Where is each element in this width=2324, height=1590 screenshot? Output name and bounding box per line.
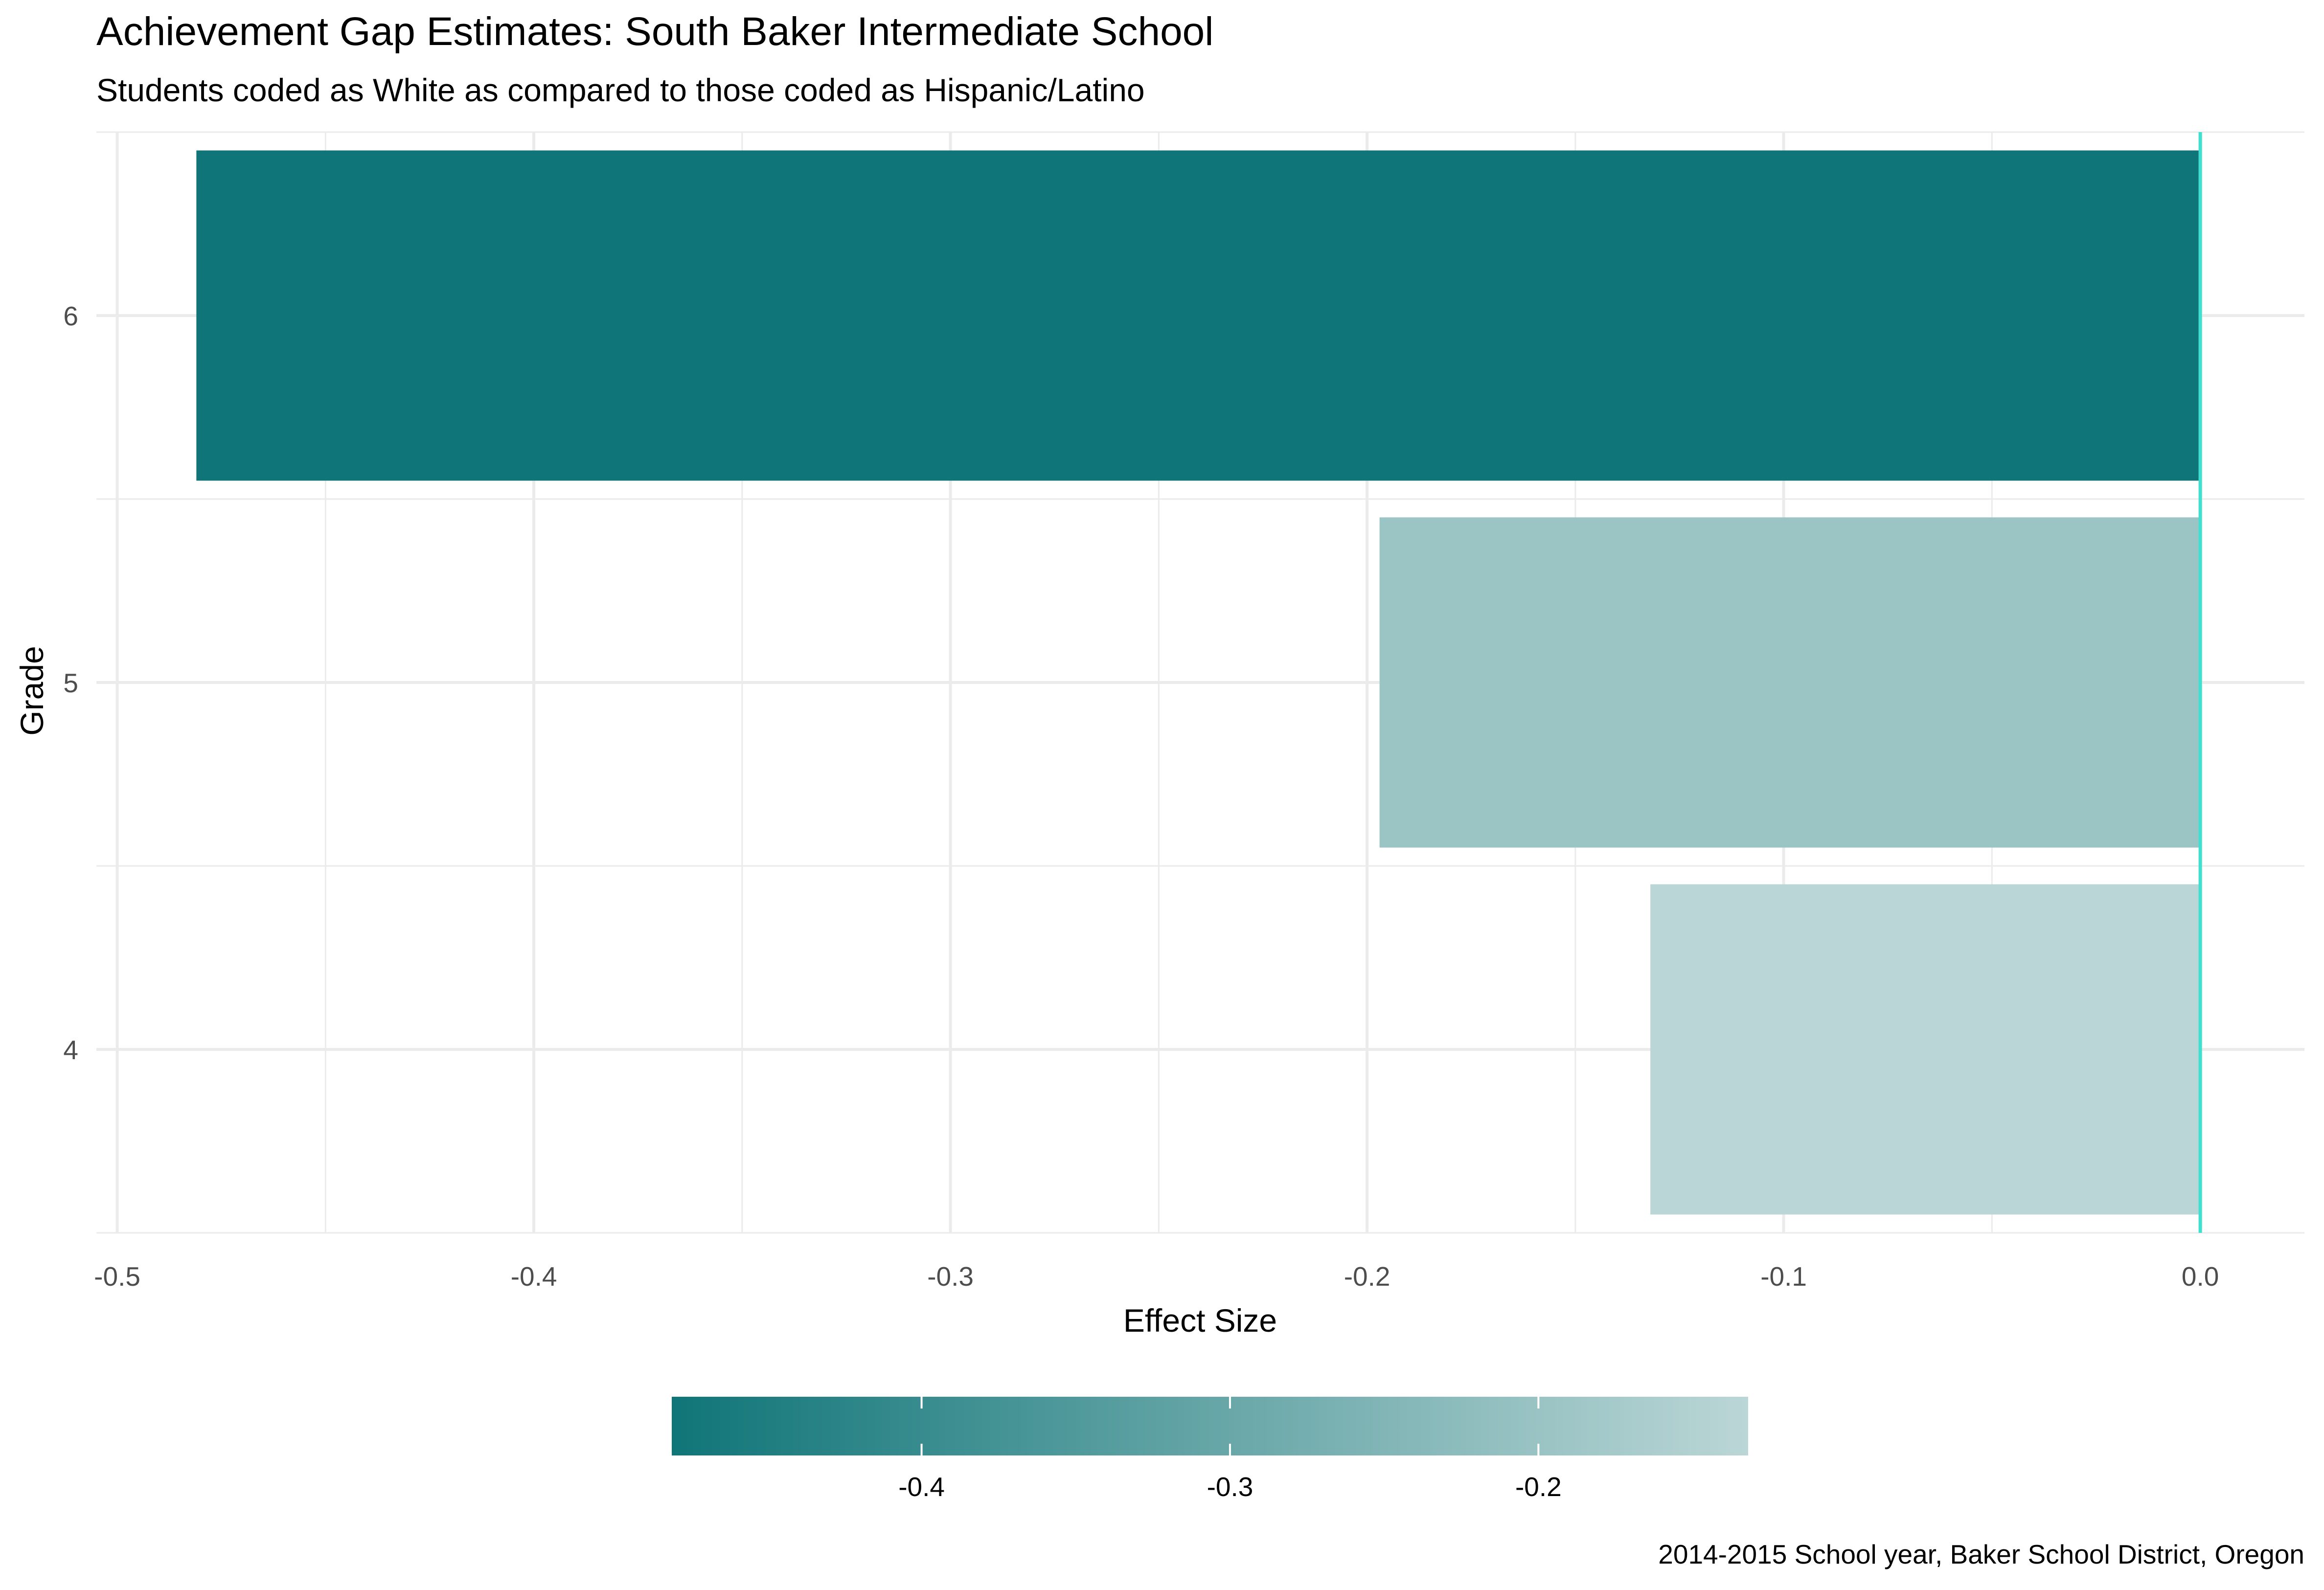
y-tick-label: 5 [63,668,78,698]
bars [196,150,2201,1215]
bar-grade-5 [1379,517,2201,848]
y-tick-label: 6 [63,301,78,331]
color-legend-bar [672,1397,1748,1455]
x-tick-label: -0.4 [511,1261,557,1292]
x-axis-title: Effect Size [1123,1302,1277,1339]
chart-title: Achievement Gap Estimates: South Baker I… [96,9,1214,54]
y-axis-title: Grade [14,646,50,735]
y-tick-label: 4 [63,1035,78,1065]
chart-subtitle: Students coded as White as compared to t… [96,72,1145,108]
color-legend-label: -0.2 [1515,1472,1562,1502]
y-axis-ticks: 4 5 6 [63,301,78,1065]
x-tick-label: -0.1 [1760,1261,1807,1292]
x-tick-label: -0.3 [927,1261,974,1292]
color-legend: -0.4 -0.3 -0.2 [672,1397,1748,1502]
bar-grade-6 [196,150,2201,481]
x-tick-label: -0.5 [94,1261,140,1292]
color-legend-label: -0.3 [1207,1472,1253,1502]
chart-caption: 2014-2015 School year, Baker School Dist… [1658,1539,2304,1569]
x-axis-ticks: -0.5 -0.4 -0.3 -0.2 -0.1 0.0 [94,1261,2219,1292]
x-tick-label: 0.0 [2182,1261,2219,1292]
color-legend-label: -0.4 [898,1472,945,1502]
bar-grade-4 [1650,884,2201,1215]
x-tick-label: -0.2 [1344,1261,1390,1292]
